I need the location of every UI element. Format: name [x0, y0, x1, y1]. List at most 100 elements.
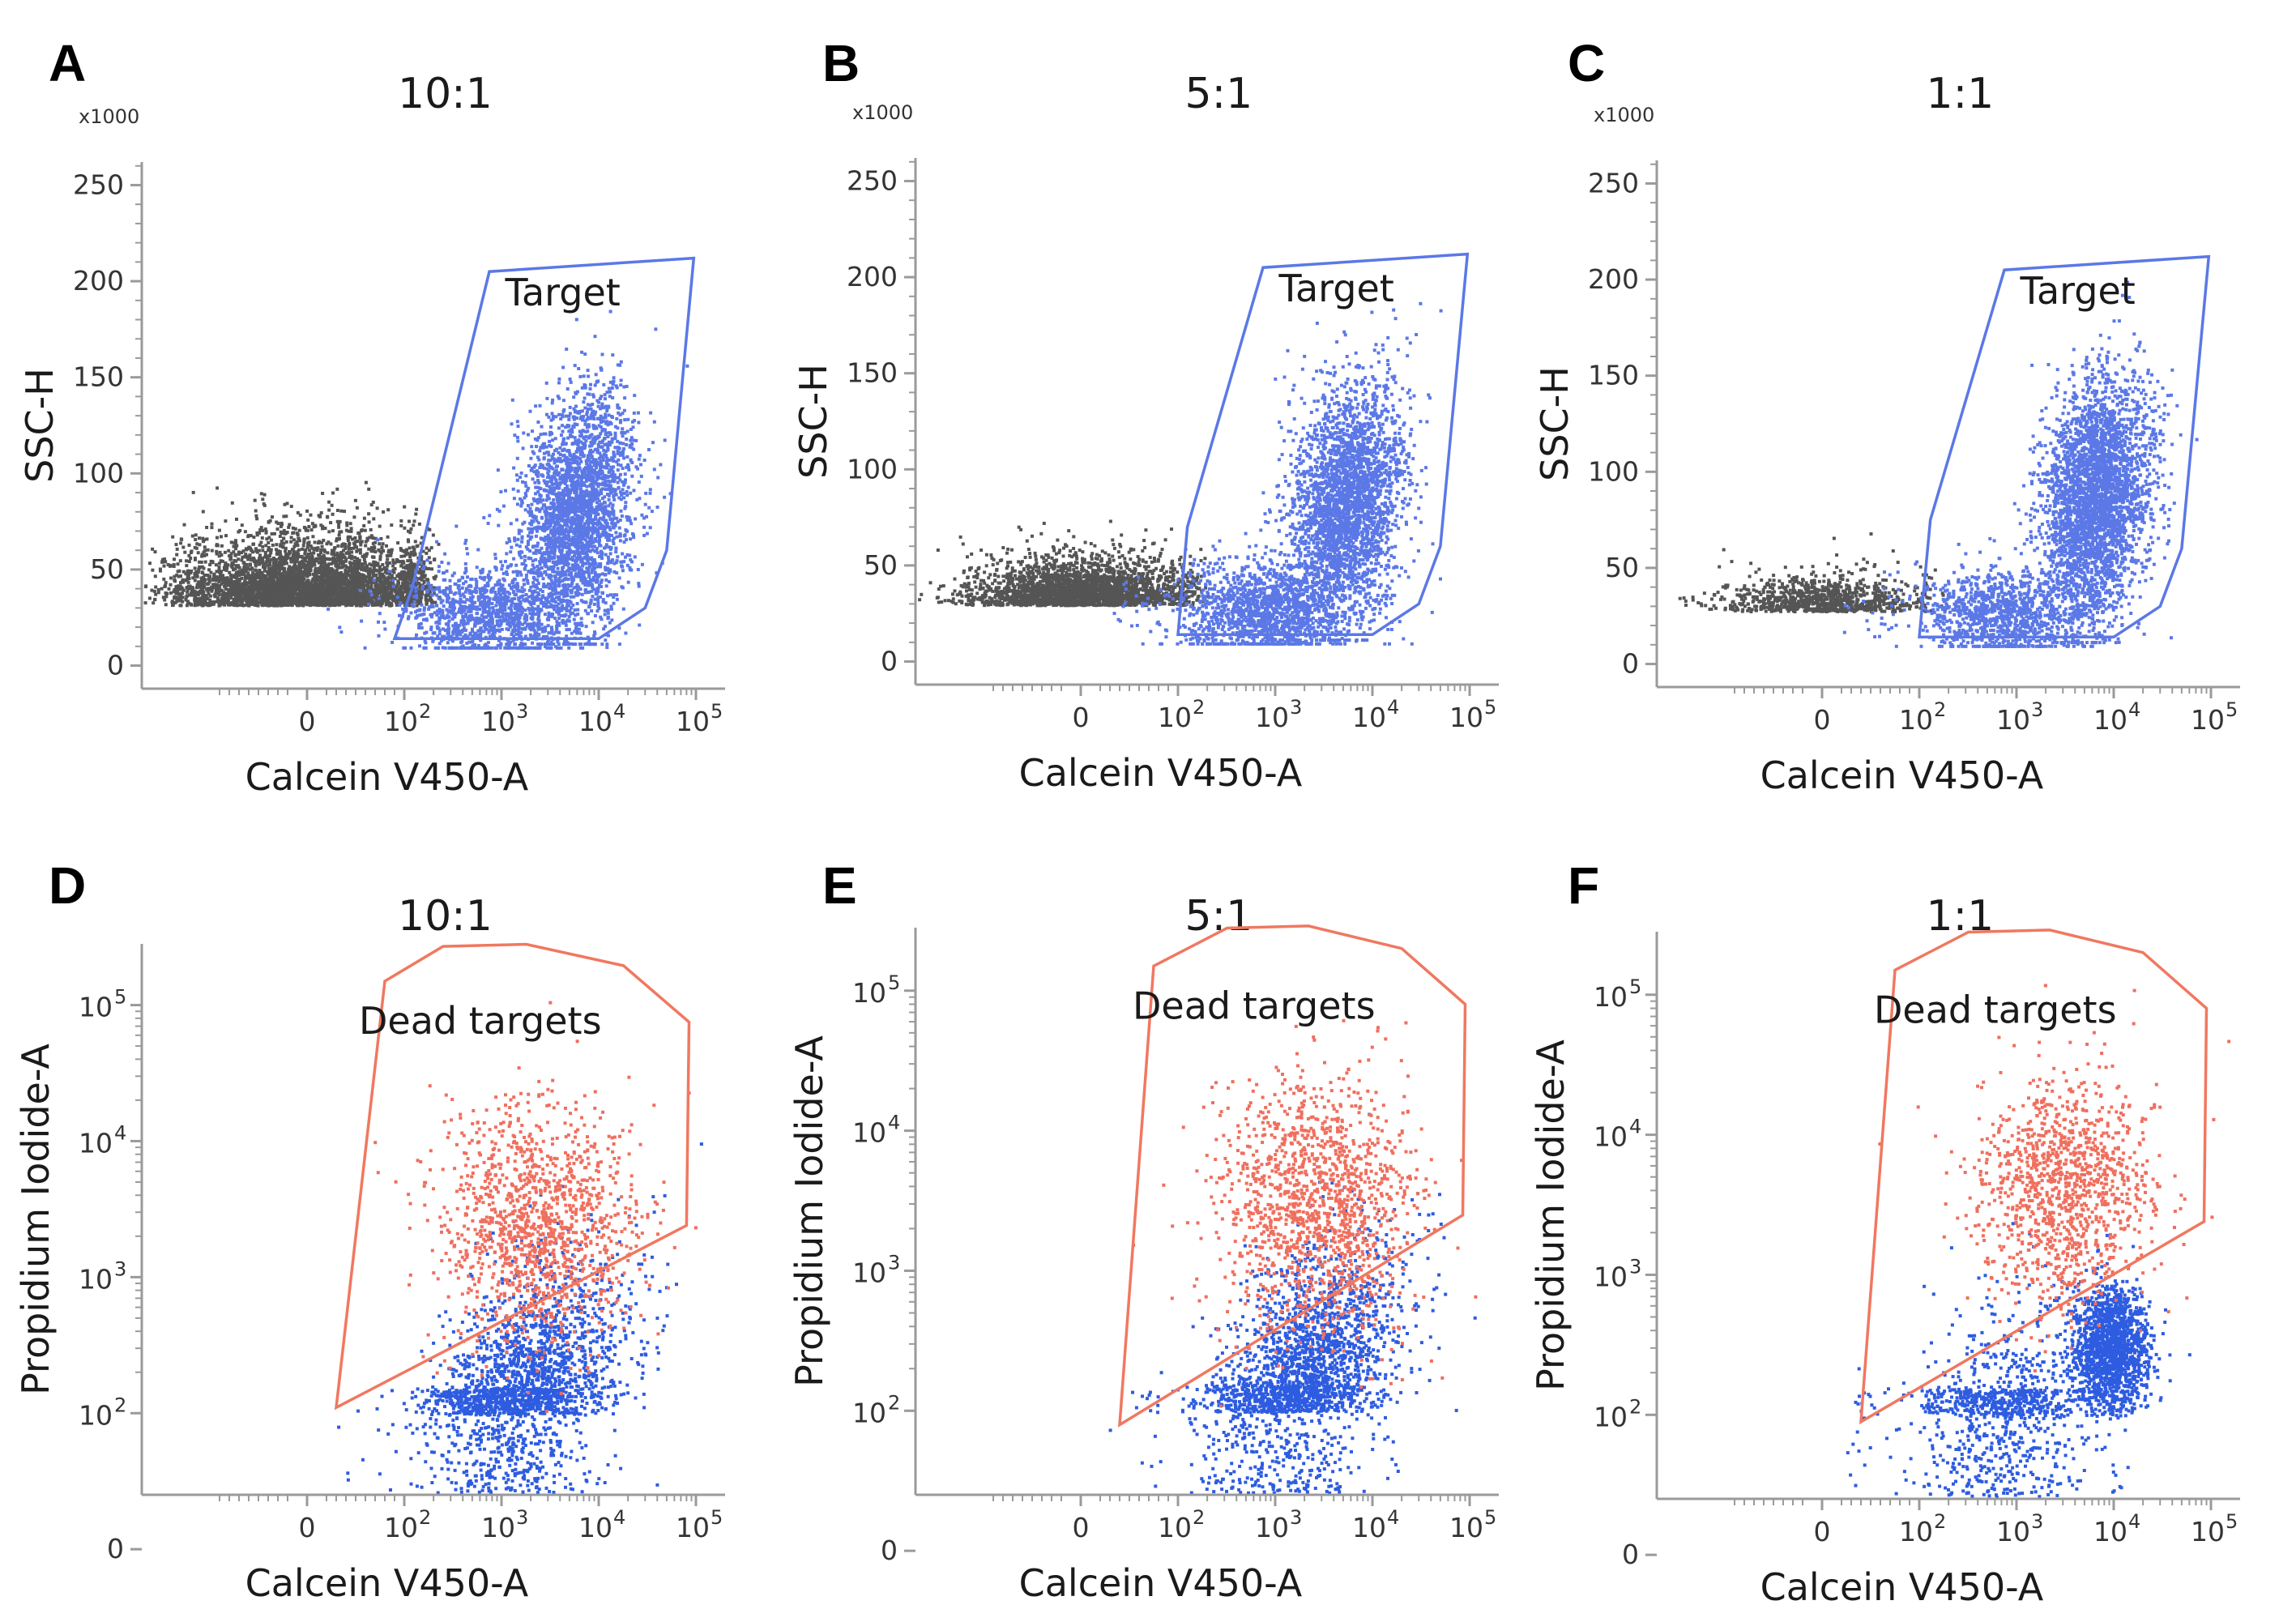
event-dot: [386, 575, 390, 579]
event-dot: [297, 548, 301, 552]
event-dot: [355, 565, 359, 568]
event-dot: [245, 599, 249, 603]
event-dot: [171, 603, 175, 607]
event-dot: [335, 575, 339, 578]
event-dot: [244, 553, 248, 557]
event-dot: [215, 575, 219, 579]
event-dot: [337, 583, 340, 587]
event-dot: [282, 541, 286, 545]
event-dot: [347, 545, 351, 549]
event-dot: [217, 561, 221, 566]
event-dot: [279, 559, 283, 563]
event-dot: [187, 570, 191, 574]
event-dot: [326, 568, 330, 572]
event-dot: [303, 602, 307, 606]
event-dot: [364, 480, 368, 484]
event-dot: [317, 553, 321, 557]
event-dot: [605, 646, 609, 650]
event-dot: [367, 577, 371, 581]
event-dot: [408, 553, 412, 556]
event-dot: [315, 548, 319, 553]
event-dot: [274, 575, 278, 579]
event-dot: [184, 598, 188, 602]
event-dot: [502, 578, 506, 583]
event-dot: [187, 553, 191, 557]
event-dot: [431, 533, 435, 537]
event-dot: [309, 563, 314, 567]
event-dot: [288, 565, 292, 569]
event-dot: [367, 512, 371, 516]
event-dot: [258, 587, 262, 591]
event-dot: [379, 536, 383, 540]
event-dot: [423, 574, 427, 578]
event-dot: [425, 600, 429, 604]
event-dot: [318, 570, 322, 574]
event-dot: [276, 522, 280, 526]
event-dot: [335, 509, 339, 512]
event-dot: [417, 622, 421, 626]
event-dot: [297, 539, 301, 543]
event-dot: [301, 572, 305, 576]
event-dot: [341, 564, 345, 568]
event-dot: [259, 540, 263, 544]
event-dot: [310, 522, 314, 526]
event-dot: [221, 574, 225, 578]
event-dot: [442, 604, 446, 608]
event-dot: [237, 550, 241, 554]
event-dot: [446, 561, 450, 566]
event-dot: [350, 537, 354, 541]
event-dot: [390, 574, 394, 578]
event-dot: [208, 598, 212, 602]
event-dot: [281, 600, 285, 604]
event-dot: [306, 543, 310, 547]
event-dot: [304, 582, 308, 586]
event-dot: [356, 540, 360, 544]
event-dot: [352, 590, 356, 594]
event-dot: [268, 519, 272, 523]
event-dot: [472, 590, 476, 594]
event-dot: [443, 578, 447, 582]
event-dot: [291, 526, 295, 530]
event-dot: [176, 585, 180, 589]
event-dot: [472, 644, 476, 647]
event-dot: [326, 607, 331, 611]
event-dot: [195, 542, 199, 546]
event-dot: [326, 540, 331, 544]
event-dot: [252, 542, 255, 546]
event-dot: [309, 599, 312, 603]
event-dot: [251, 602, 255, 606]
event-dot: [243, 567, 247, 571]
event-dot: [498, 646, 502, 650]
event-dot: [429, 546, 433, 550]
event-dot: [309, 587, 313, 591]
event-dot: [348, 568, 352, 572]
event-dot: [548, 646, 552, 650]
event-dot: [314, 566, 318, 570]
event-dot: [237, 578, 241, 583]
event-dot: [218, 550, 222, 554]
event-dot: [372, 588, 376, 592]
event-dot: [246, 535, 250, 539]
event-dot: [249, 534, 253, 538]
event-dot: [440, 561, 444, 564]
event-dot: [213, 595, 217, 599]
event-dot: [174, 543, 178, 547]
event-dot: [289, 559, 293, 563]
event-dot: [339, 578, 342, 582]
event-dot: [202, 540, 205, 544]
event-dot: [441, 646, 445, 650]
event-dot: [322, 548, 326, 552]
event-dot: [357, 565, 361, 569]
event-dot: [395, 574, 399, 578]
event-dot: [448, 585, 452, 589]
event-dot: [263, 527, 267, 531]
event-dot: [233, 604, 237, 608]
event-dot: [462, 582, 465, 586]
event-dot: [375, 506, 379, 510]
event-dot: [183, 550, 187, 554]
event-dot: [398, 572, 402, 576]
event-dot: [353, 498, 357, 502]
event-dot: [317, 541, 320, 545]
event-dot: [260, 575, 264, 579]
event-dot: [367, 487, 371, 491]
